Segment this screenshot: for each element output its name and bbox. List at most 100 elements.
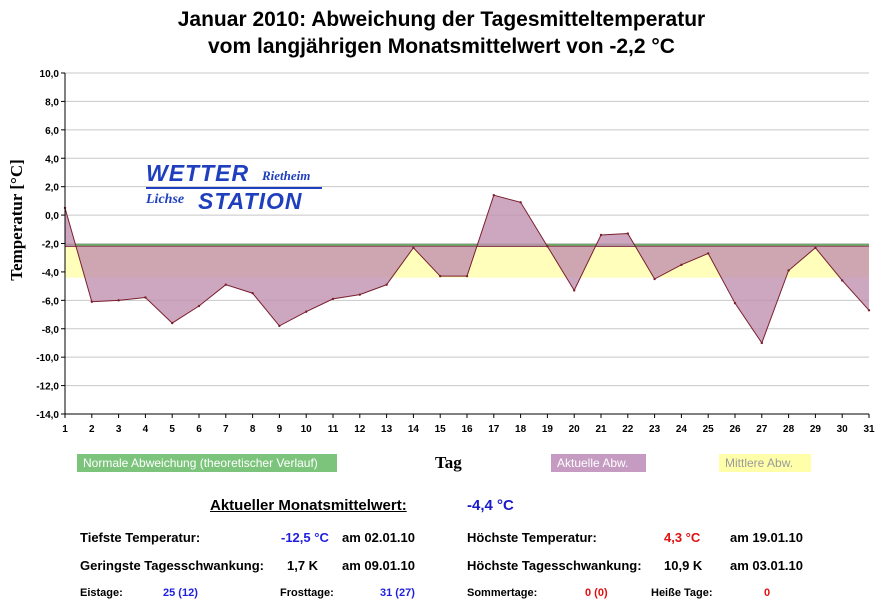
logo-divider bbox=[146, 187, 322, 189]
data-point bbox=[117, 299, 120, 302]
hot-days-value: 0 bbox=[764, 587, 771, 599]
max-temp-date: am 19.01.10 bbox=[730, 530, 804, 545]
x-tick-label: 13 bbox=[381, 424, 393, 435]
x-tick-label: 31 bbox=[863, 424, 875, 435]
min-temp-label: Tiefste Temperatur: bbox=[80, 530, 201, 545]
data-point bbox=[707, 252, 710, 255]
y-tick-label: 2,0 bbox=[45, 183, 59, 194]
logo-rietheim-text: Rietheim bbox=[262, 168, 311, 183]
deviation-fill bbox=[65, 195, 869, 343]
max-range-label: Höchste Tagesschwankung: bbox=[467, 558, 642, 573]
data-point bbox=[492, 193, 495, 197]
actual-deviation-area bbox=[63, 193, 871, 345]
x-tick-label: 5 bbox=[169, 424, 175, 435]
data-point bbox=[787, 269, 790, 272]
axes bbox=[61, 72, 870, 418]
x-tick-label: 9 bbox=[277, 424, 283, 435]
data-point bbox=[814, 246, 817, 249]
data-point bbox=[197, 304, 201, 308]
y-tick-label: -4,0 bbox=[42, 268, 60, 279]
x-tick-label: 4 bbox=[143, 424, 149, 435]
summer-days-value: 0 (0) bbox=[585, 587, 608, 599]
x-tick-label: 7 bbox=[223, 424, 229, 435]
x-tick-label: 12 bbox=[354, 424, 366, 435]
x-tick-label: 14 bbox=[408, 424, 420, 435]
data-point bbox=[519, 201, 522, 204]
x-tick-label: 22 bbox=[622, 424, 634, 435]
data-point bbox=[599, 233, 603, 237]
legend-actual-deviation: Aktuelle Abw. bbox=[551, 454, 646, 472]
x-tick-label: 25 bbox=[703, 424, 715, 435]
summer-days-label: Sommertage: bbox=[467, 587, 538, 599]
max-temp-value: 4,3 °C bbox=[664, 530, 701, 545]
y-tick-label: -2,0 bbox=[42, 240, 60, 251]
y-tick-label: -12,0 bbox=[36, 382, 59, 393]
x-tick-label: 24 bbox=[676, 424, 688, 435]
frost-days-value: 31 (27) bbox=[380, 587, 415, 599]
data-point bbox=[278, 324, 281, 328]
data-point bbox=[171, 321, 174, 325]
x-tick-label: 8 bbox=[250, 424, 256, 435]
x-axis-label: Tag bbox=[435, 453, 462, 472]
ice-days-value: 25 (12) bbox=[163, 587, 198, 599]
data-point bbox=[385, 283, 388, 286]
data-point bbox=[733, 301, 737, 305]
x-tick-label: 18 bbox=[515, 424, 527, 435]
data-point bbox=[680, 263, 683, 267]
x-tick-label: 27 bbox=[756, 424, 768, 435]
ice-days-label: Eistage: bbox=[80, 587, 123, 599]
y-tick-label: -14,0 bbox=[36, 410, 59, 421]
x-tick-label: 1 bbox=[62, 424, 68, 435]
data-point bbox=[144, 296, 147, 299]
y-tick-label: 6,0 bbox=[45, 126, 59, 137]
data-point bbox=[626, 232, 629, 235]
x-tick-label: 6 bbox=[196, 424, 202, 435]
y-tick-label: -10,0 bbox=[36, 353, 59, 364]
min-range-label: Geringste Tagesschwankung: bbox=[80, 558, 264, 573]
grid-lines bbox=[65, 72, 869, 415]
x-tick-label: 23 bbox=[649, 424, 661, 435]
x-tick-label: 28 bbox=[783, 424, 795, 435]
x-tick-label: 30 bbox=[837, 424, 849, 435]
x-tick-label: 29 bbox=[810, 424, 822, 435]
min-temp-date: am 02.01.10 bbox=[342, 530, 416, 545]
data-point bbox=[305, 310, 308, 313]
frost-days-label: Frosttage: bbox=[280, 587, 334, 599]
y-axis-label: Temperatur [°C] bbox=[7, 159, 26, 281]
data-point bbox=[331, 297, 335, 301]
x-tick-label: 20 bbox=[569, 424, 581, 435]
min-range-date: am 09.01.10 bbox=[342, 558, 416, 573]
x-tick-label: 21 bbox=[595, 424, 607, 435]
monthly-mean-label: Aktueller Monatsmittelwert: bbox=[210, 497, 407, 514]
hot-days-label: Heiße Tage: bbox=[651, 587, 713, 599]
x-tick-label: 17 bbox=[488, 424, 500, 435]
data-point bbox=[412, 246, 415, 249]
max-range-value: 10,9 K bbox=[664, 558, 703, 573]
monthly-mean-value: -4,4 °C bbox=[467, 497, 514, 514]
max-temp-label: Höchste Temperatur: bbox=[467, 530, 597, 545]
tick-labels: 10,0 8,0 6,0 4,0 2,0 0,0 -2,0 -4,0 -6,0 -8,0 -10,0… bbox=[36, 69, 875, 435]
data-point bbox=[546, 245, 549, 248]
logo-wetter-text: WETTER bbox=[146, 160, 250, 186]
data-point bbox=[224, 283, 227, 286]
chart-title-line2: vom langjährigen Monatsmittelwert von -2… bbox=[208, 35, 675, 58]
logo-lichse-text: Lichse bbox=[146, 192, 185, 207]
x-tick-label: 10 bbox=[301, 424, 313, 435]
data-point bbox=[573, 289, 576, 292]
y-tick-label: 0,0 bbox=[45, 211, 59, 222]
data-point bbox=[439, 274, 442, 278]
y-tick-label: 4,0 bbox=[45, 154, 59, 165]
chart-title-line1: Januar 2010: Abweichung der Tagesmittelt… bbox=[177, 8, 706, 31]
data-point bbox=[841, 279, 844, 282]
min-temp-value: -12,5 °C bbox=[281, 530, 329, 545]
y-tick-label: 10,0 bbox=[40, 69, 60, 80]
x-tick-label: 15 bbox=[435, 424, 447, 435]
data-point bbox=[90, 300, 94, 303]
x-tick-label: 2 bbox=[89, 424, 95, 435]
wetter-station-logo: WETTER Rietheim Lichse STATION bbox=[140, 158, 330, 216]
logo-station-text: STATION bbox=[198, 188, 303, 214]
x-tick-label: 16 bbox=[461, 424, 473, 435]
y-tick-label: 8,0 bbox=[45, 97, 59, 108]
x-tick-label: 3 bbox=[116, 424, 122, 435]
min-range-value: 1,7 K bbox=[287, 558, 319, 573]
